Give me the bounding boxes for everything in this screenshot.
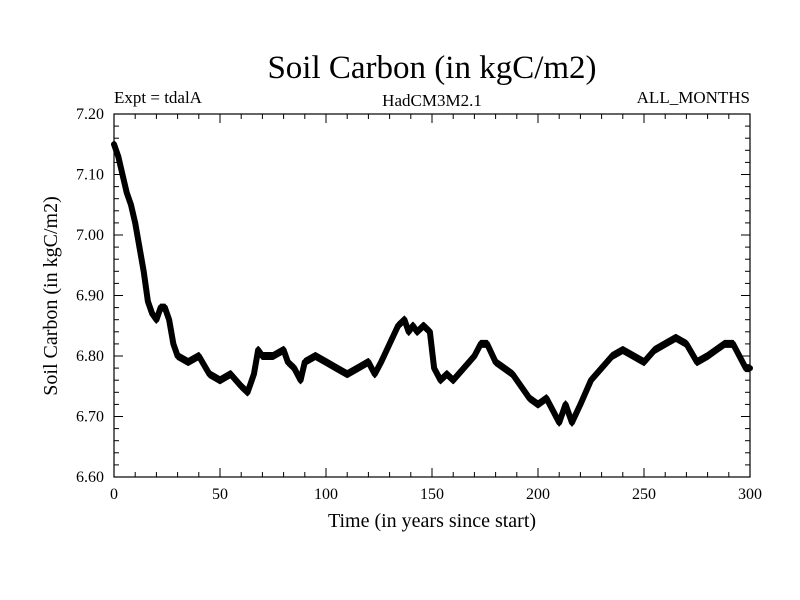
series-line (111, 141, 753, 426)
x-tick-label: 50 (212, 486, 228, 503)
y-tick-label: 7.20 (76, 106, 104, 123)
y-tick-label: 6.90 (76, 288, 104, 305)
series-line-upper-band (113, 140, 750, 421)
y-tick-label: 6.70 (76, 409, 104, 426)
y-tick-label: 6.80 (76, 348, 104, 365)
y-tick-label: 7.10 (76, 167, 104, 184)
series-group (111, 140, 753, 427)
y-tick-label: 7.00 (76, 227, 104, 244)
x-axis-label: Time (in years since start) (328, 510, 536, 532)
axis-ticks (113, 113, 751, 478)
plot-frame (113, 113, 751, 478)
months-label: ALL_MONTHS (637, 88, 750, 107)
series-line-lower-band (113, 146, 750, 427)
model-label: HadCM3M2.1 (382, 91, 482, 110)
x-tick-labels: 0 50 100 150 200 250 300 (110, 486, 762, 503)
y-tick-labels: 6.60 6.70 6.80 6.90 7.00 7.10 7.20 (76, 106, 104, 486)
experiment-label: Expt = tdalA (114, 88, 203, 107)
x-tick-label: 300 (738, 486, 762, 503)
x-tick-label: 200 (526, 486, 550, 503)
x-tick-label: 250 (632, 486, 656, 503)
y-axis-label: Soil Carbon (in kgC/m2) (40, 196, 62, 395)
x-tick-label: 100 (314, 486, 338, 503)
y-tick-label: 6.60 (76, 469, 104, 486)
chart-title: Soil Carbon (in kgC/m2) (267, 50, 596, 86)
x-tick-label: 0 (110, 486, 118, 503)
x-tick-label: 150 (420, 486, 444, 503)
